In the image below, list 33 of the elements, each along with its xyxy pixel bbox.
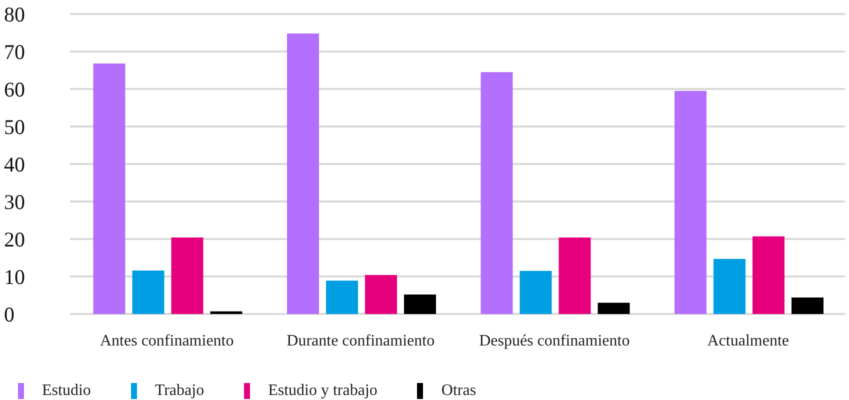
legend-label: Estudio y trabajo [268,382,378,400]
y-tick-label: 0 [4,302,14,326]
bar [287,34,319,314]
y-tick-label: 70 [4,40,25,64]
y-tick-label: 40 [4,152,25,176]
bar [480,72,513,314]
y-tick-label: 30 [4,190,25,214]
y-tick-label: 80 [4,2,25,26]
y-tick-label: 20 [4,227,25,252]
x-tick-label: Durante confinamiento [286,332,435,350]
bar [558,238,591,314]
x-tick-label: Actualmente [707,332,789,350]
bar [93,64,126,314]
legend-label: Estudio [42,382,91,400]
y-tick-label: 60 [4,77,25,102]
bar [404,294,436,314]
bar [792,298,824,314]
bar [171,238,204,314]
x-tick-label: Después confinamiento [479,332,630,350]
bar [674,90,706,314]
bar [210,311,242,314]
bar [714,258,746,314]
y-tick-label: 50 [4,114,25,139]
bar [752,236,784,314]
bar [520,270,552,314]
y-tick-label: 10 [4,264,25,289]
bar [598,302,630,314]
bar [326,280,358,314]
x-tick-label: Antes confinamiento [100,332,234,350]
legend-label: Trabajo [154,382,204,400]
bar [132,270,164,314]
legend-label: Otras [441,382,476,400]
bar [365,275,397,314]
